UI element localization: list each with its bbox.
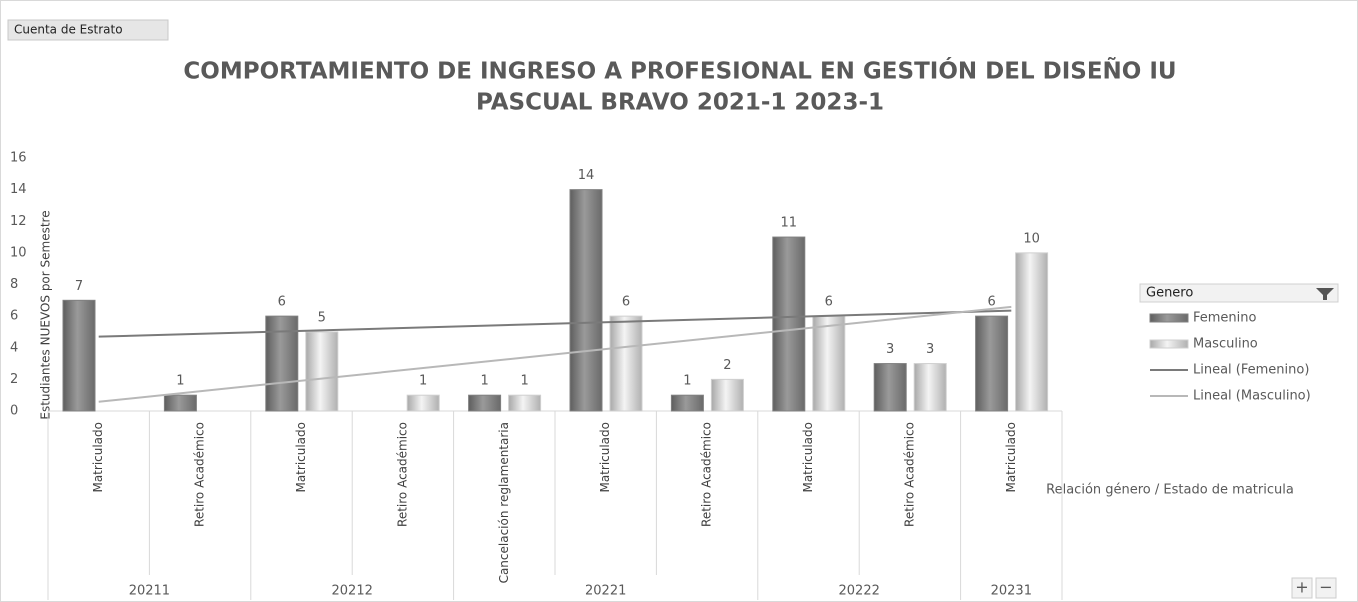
data-label: 1: [520, 374, 528, 389]
data-label: 3: [926, 342, 934, 357]
y-axis-label: Estudiantes NUEVOS por Semestre: [39, 210, 53, 419]
x-tick-label: Matriculado: [598, 422, 612, 493]
trendline: [98, 309, 1012, 338]
legend-header[interactable]: [1139, 283, 1339, 303]
y-tick-label: 8: [10, 277, 18, 292]
y-tick-label: 14: [10, 182, 27, 197]
data-label: 3: [886, 342, 894, 357]
y-tick-label: 6: [10, 309, 18, 324]
y-tick-label: 4: [10, 340, 18, 355]
bar: [913, 363, 947, 412]
x-tick-label: Matriculado: [801, 422, 815, 493]
bar: [710, 378, 744, 412]
x-axis-label: Relación género / Estado de matricula: [1046, 483, 1294, 498]
expand-button[interactable]: [1291, 577, 1313, 599]
expand-icon: +: [1295, 578, 1308, 597]
data-label: 6: [622, 295, 630, 310]
data-label: 1: [419, 374, 427, 389]
data-label: 1: [480, 374, 488, 389]
bar: [468, 394, 502, 412]
data-label: 10: [1023, 231, 1040, 246]
bar: [873, 363, 907, 412]
bar: [569, 189, 603, 412]
legend-swatch: [1149, 313, 1189, 323]
bar: [163, 394, 197, 412]
collapse-button[interactable]: [1315, 577, 1337, 599]
group-label: 20221: [585, 584, 626, 599]
x-tick-label: Retiro Académico: [700, 422, 714, 527]
legend-label: Lineal (Masculino): [1193, 389, 1311, 404]
y-tick-label: 2: [10, 372, 18, 387]
data-label: 2: [723, 358, 731, 373]
x-tick-label: Cancelación reglamentaria: [497, 422, 511, 583]
legend-label: Masculino: [1193, 337, 1258, 352]
group-label: 20222: [839, 584, 880, 599]
group-label: 20212: [332, 584, 373, 599]
bar: [1015, 252, 1049, 412]
bar: [406, 394, 440, 412]
trendline: [98, 305, 1012, 403]
data-label: 11: [781, 216, 798, 231]
y-tick-label: 10: [10, 245, 27, 260]
bar: [508, 394, 542, 412]
y-tick-label: 0: [10, 404, 18, 419]
field-button[interactable]: [7, 19, 169, 41]
bar: [670, 394, 704, 412]
filter-icon[interactable]: [1316, 288, 1334, 300]
x-tick-label: Retiro Académico: [193, 422, 207, 527]
data-label: 5: [318, 310, 326, 325]
group-label: 20231: [991, 584, 1032, 599]
field-button-label: Cuenta de Estrato: [14, 23, 123, 37]
group-label: 20211: [129, 584, 170, 599]
legend-swatch: [1149, 339, 1189, 349]
chart-title: COMPORTAMIENTO DE INGRESO A PROFESIONAL …: [183, 57, 1176, 85]
bar: [62, 299, 96, 412]
legend-label: Lineal (Femenino): [1193, 363, 1309, 378]
bar: [975, 315, 1009, 412]
bar: [812, 315, 846, 412]
data-label: 6: [825, 295, 833, 310]
x-tick-label: Matriculado: [91, 422, 105, 493]
x-tick-label: Matriculado: [1004, 422, 1018, 493]
data-label: 1: [176, 374, 184, 389]
data-label: 1: [683, 374, 691, 389]
data-label: 6: [278, 295, 286, 310]
legend-label: Femenino: [1193, 311, 1257, 326]
bar: [609, 315, 643, 412]
collapse-icon: −: [1319, 578, 1332, 597]
data-label: 6: [987, 295, 995, 310]
bar: [305, 331, 339, 412]
legend-title: Genero: [1146, 286, 1193, 301]
y-tick-label: 16: [10, 151, 27, 166]
x-tick-label: Retiro Académico: [395, 422, 409, 527]
data-label: 7: [75, 279, 83, 294]
data-label: 14: [578, 168, 595, 183]
bar: [772, 236, 806, 412]
x-tick-label: Retiro Académico: [902, 422, 916, 527]
x-tick-label: Matriculado: [294, 422, 308, 493]
chart-title: PASCUAL BRAVO 2021-1 2023-1: [476, 90, 884, 116]
y-tick-label: 12: [10, 214, 27, 229]
